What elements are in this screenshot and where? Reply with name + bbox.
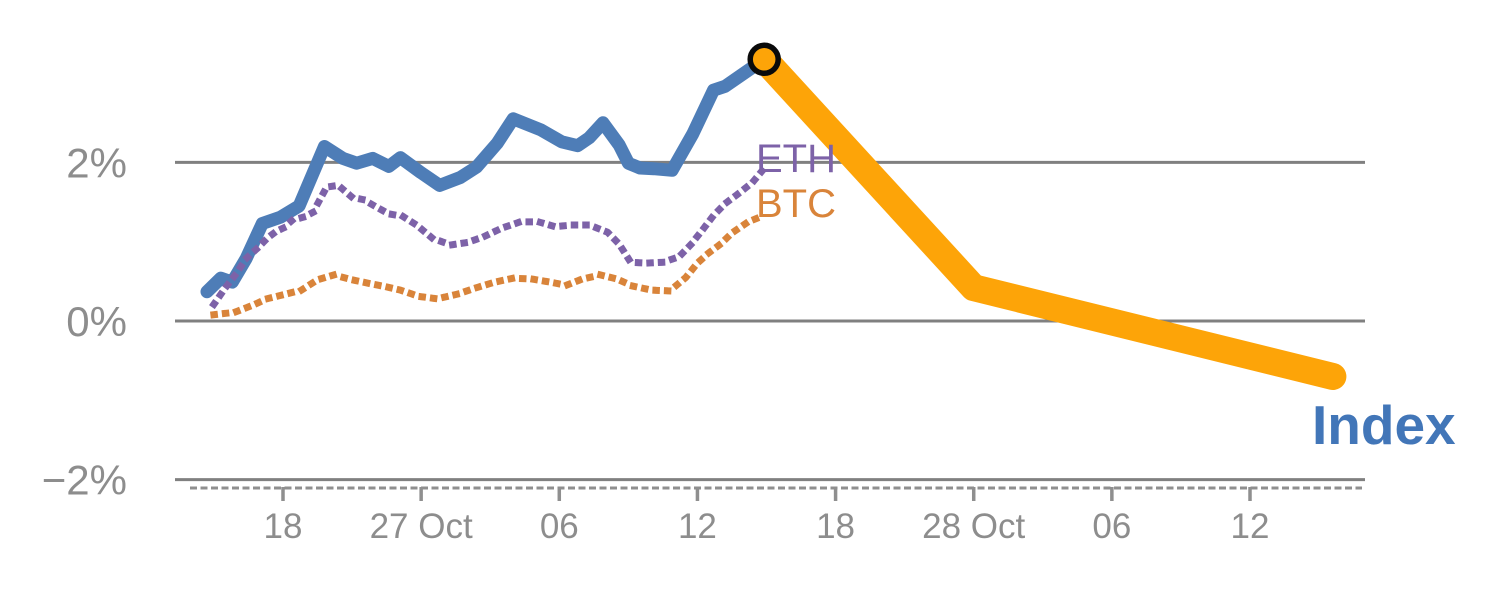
x-tick-label: 12 (1231, 507, 1270, 546)
x-tick-label: 28 Oct (922, 507, 1025, 546)
x-tick-label: 12 (678, 507, 717, 546)
y-tick-label: 0% (66, 298, 127, 345)
y-axis-labels: 2% 0% −2% (42, 139, 127, 503)
index-series-label: Index (1312, 394, 1456, 456)
btc-line (210, 211, 767, 319)
index-projection-line (750, 45, 1347, 390)
x-tick-label: 06 (1092, 507, 1131, 546)
eth-series-label: ETH (756, 137, 836, 181)
x-axis-ticks (281, 487, 1252, 501)
btc-series-label: BTC (756, 182, 836, 226)
eth-line (209, 166, 767, 310)
x-tick-label: 06 (540, 507, 579, 546)
y-tick-label: 2% (66, 139, 127, 186)
x-tick-label: 18 (816, 507, 855, 546)
y-tick-label: −2% (42, 457, 127, 504)
x-tick-label: 27 Oct (370, 507, 473, 546)
index-line (200, 52, 771, 299)
x-axis-labels: 18 27 Oct 06 12 18 28 Oct 06 12 (264, 507, 1270, 546)
peak-marker-circle-icon (747, 42, 781, 77)
x-tick-label: 18 (264, 507, 303, 546)
